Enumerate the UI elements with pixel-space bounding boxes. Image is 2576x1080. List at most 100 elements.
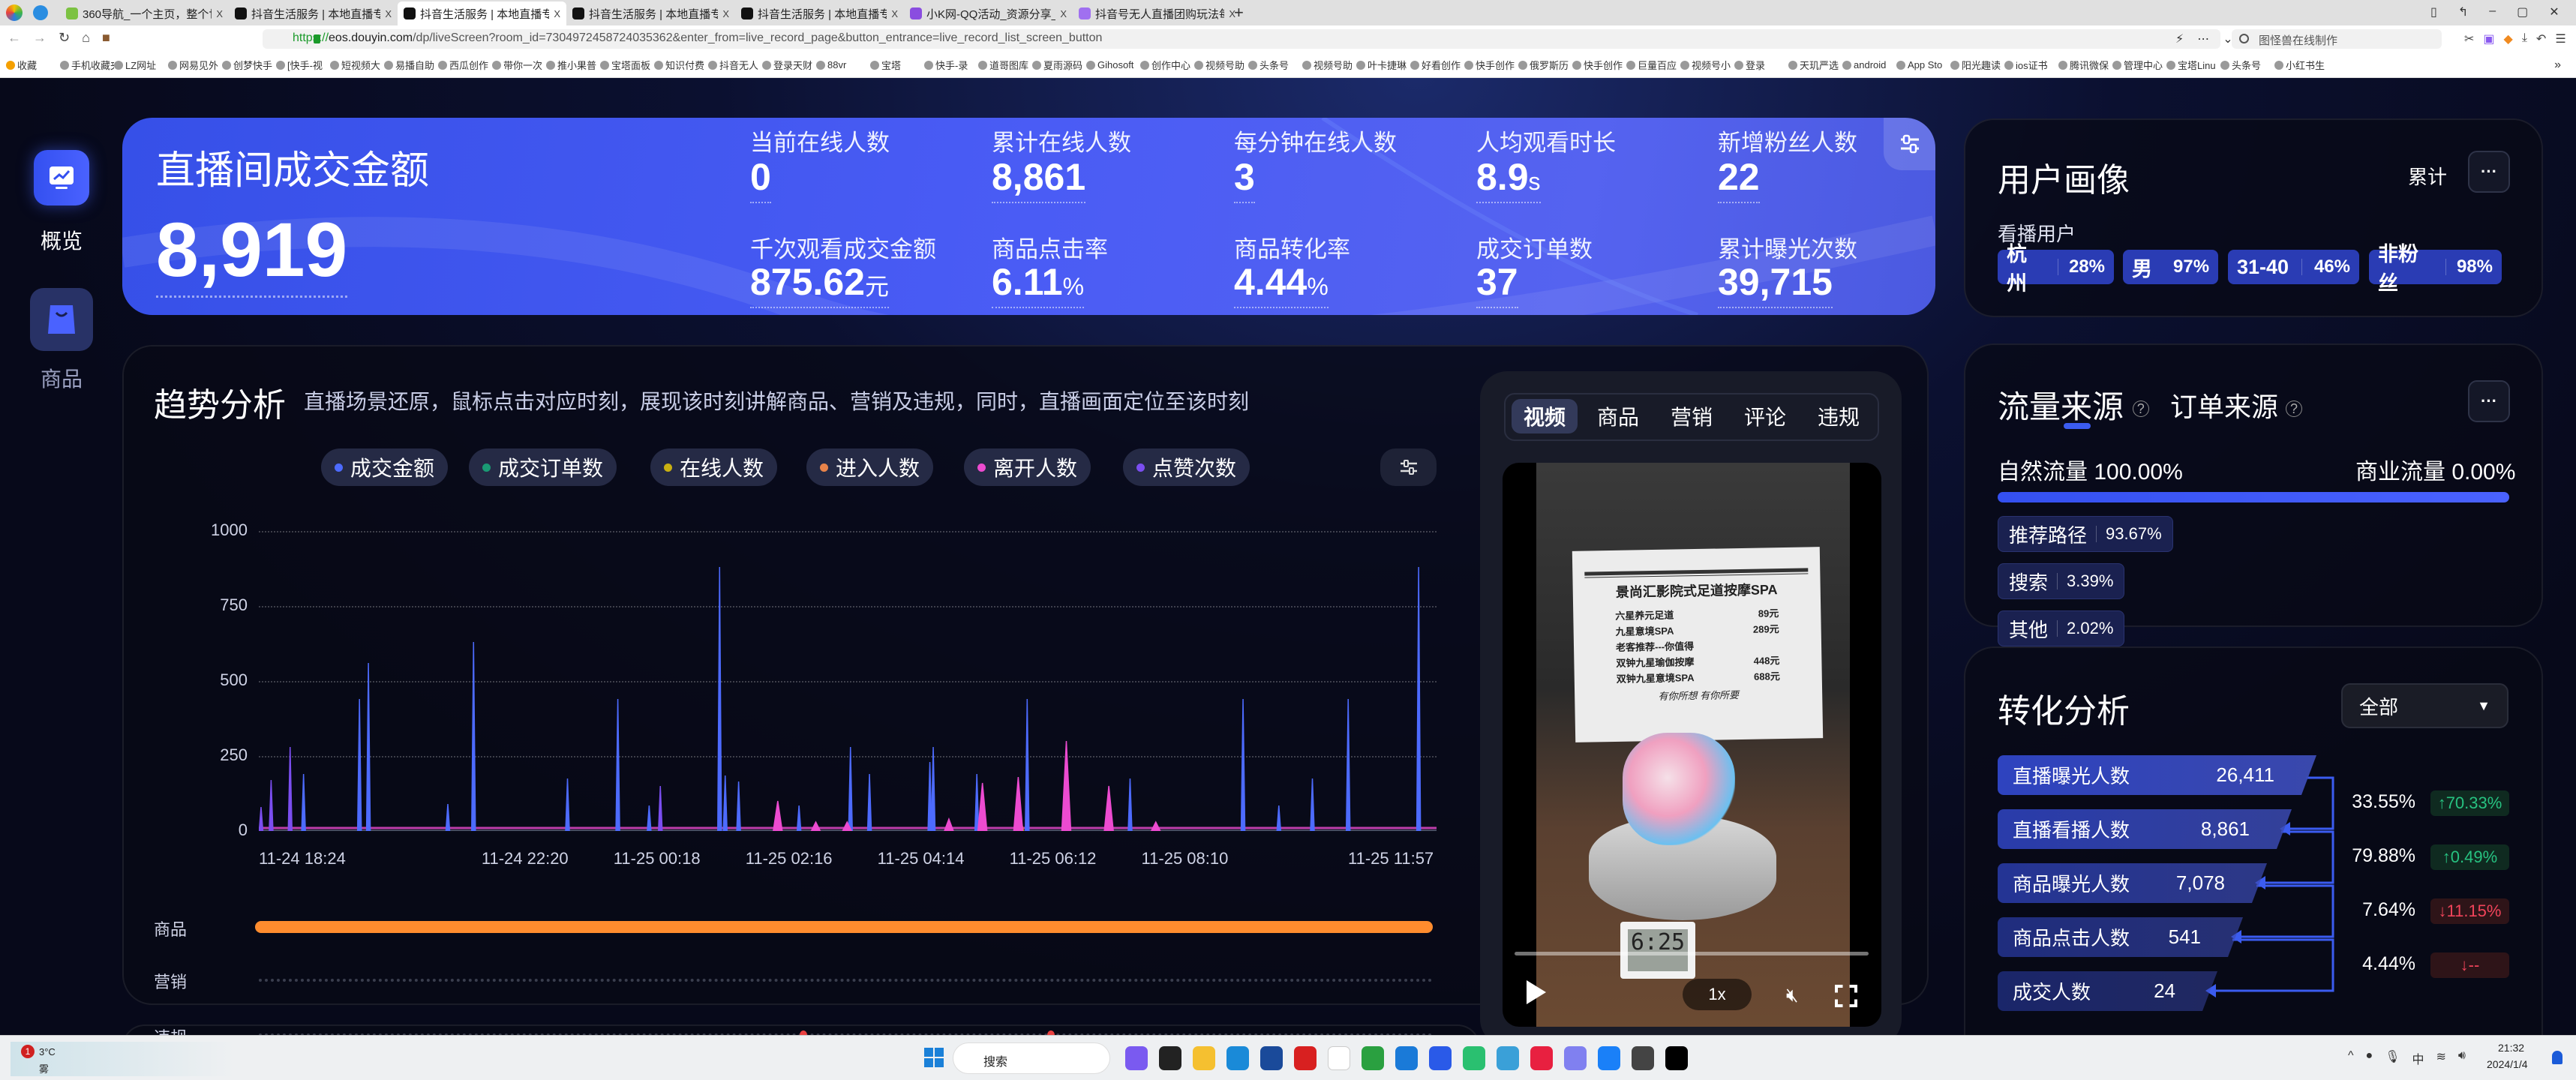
bookmark-item[interactable]: 视频号助: [1194, 58, 1248, 72]
close-window-icon[interactable]: ✕: [2549, 6, 2559, 19]
hero-settings-button[interactable]: [1884, 118, 1935, 170]
game-icon[interactable]: ◆: [2503, 33, 2513, 46]
taskbar-app-icon[interactable]: [1226, 1046, 1249, 1070]
taskbar-app-icon[interactable]: [1598, 1046, 1620, 1070]
wifi-icon[interactable]: ≋: [2436, 1051, 2446, 1064]
series-spike[interactable]: [1061, 740, 1072, 831]
bookmark-item[interactable]: 宝塔Linu: [2166, 58, 2220, 72]
taskbar-app-icon[interactable]: [1125, 1046, 1148, 1070]
browser-tab[interactable]: 小K网-QQ活动_资源分享_源 X: [904, 2, 1073, 26]
undo-icon[interactable]: ↶: [2535, 33, 2547, 46]
sidebar-item-overview[interactable]: [34, 150, 89, 206]
series-spike[interactable]: [974, 773, 980, 831]
lightning-icon[interactable]: ⚡: [2175, 33, 2184, 46]
taskbar-app-icon[interactable]: [1362, 1046, 1384, 1070]
bookmark-item[interactable]: 收藏: [6, 58, 60, 72]
metric-value[interactable]: 39,715: [1718, 260, 1833, 308]
series-spike[interactable]: [269, 779, 274, 831]
conversion-filter-select[interactable]: 全部 ▼: [2341, 683, 2508, 728]
home-icon[interactable]: ⌂: [82, 30, 90, 45]
series-spike[interactable]: [722, 775, 728, 831]
sidebar-item-products[interactable]: [30, 288, 93, 351]
series-spike[interactable]: [301, 773, 306, 831]
taskbar-app-icon[interactable]: [1328, 1046, 1350, 1070]
bookmark-item[interactable]: 宝塔面板: [600, 58, 654, 72]
video-tab[interactable]: 违规: [1817, 406, 1860, 429]
funnel-step[interactable]: 直播曝光人数 26,411: [1998, 755, 2316, 795]
chevron-down-icon[interactable]: ⌄: [2223, 33, 2233, 46]
series-spike[interactable]: [1240, 698, 1246, 831]
video-tab[interactable]: 视频: [1512, 399, 1578, 434]
series-spike[interactable]: [796, 805, 802, 831]
sidebar-toggle-icon[interactable]: ▯: [2430, 6, 2437, 19]
series-spike[interactable]: [565, 778, 570, 831]
series-spike[interactable]: [1276, 805, 1282, 831]
legend-item[interactable]: 离开人数: [964, 448, 1091, 486]
bookmark-item[interactable]: 夏雨源码: [1032, 58, 1086, 72]
series-spike[interactable]: [365, 662, 371, 831]
series-spike[interactable]: [647, 805, 652, 831]
bookmark-item[interactable]: 网易见外: [168, 58, 222, 72]
bookmark-item[interactable]: 推小果普: [546, 58, 600, 72]
bookmark-item[interactable]: 短视频大: [330, 58, 384, 72]
bookmark-item[interactable]: 视频号助: [1302, 58, 1356, 72]
violation-marker[interactable]: [1046, 1030, 1055, 1035]
url-input[interactable]: https://eos.douyin.com/dp/liveScreen?roo…: [263, 29, 2220, 49]
bookmark-item[interactable]: [快手-视: [276, 58, 330, 72]
legend-item[interactable]: 在线人数: [650, 448, 778, 486]
series-spike[interactable]: [810, 820, 821, 831]
bookmark-item[interactable]: ios证书: [2004, 58, 2058, 72]
bookmark-item[interactable]: App Sto: [1896, 59, 1950, 70]
bookmark-item[interactable]: android: [1842, 59, 1896, 70]
input-method-icon[interactable]: 中: [2412, 1054, 2424, 1066]
series-spike[interactable]: [848, 746, 853, 831]
chevron-up-icon[interactable]: ^: [2348, 1049, 2354, 1062]
violations-track[interactable]: [259, 1030, 1433, 1035]
bookmark-item[interactable]: 登录: [1734, 58, 1788, 72]
video-tab[interactable]: 商品: [1596, 406, 1639, 429]
bookmark-item[interactable]: 西瓜创作: [438, 58, 492, 72]
violation-marker[interactable]: [800, 1030, 808, 1035]
mute-icon[interactable]: 🔇︎: [1786, 983, 1799, 1006]
extension-icon[interactable]: ■: [101, 30, 110, 45]
video-tab[interactable]: 评论: [1743, 406, 1786, 429]
taskbar-app-icon[interactable]: [1193, 1046, 1215, 1070]
bookmark-item[interactable]: 手机收藏夹: [60, 58, 114, 72]
browser-tab[interactable]: 抖音生活服务 | 本地直播专业X: [398, 2, 566, 26]
profile-tag[interactable]: 杭州 28%: [1998, 243, 2114, 295]
metric-value[interactable]: 6.11%: [992, 260, 1085, 308]
taskbar-search[interactable]: 搜索: [953, 1042, 1110, 1074]
bookmark-item[interactable]: 阳光趣读: [1950, 58, 2004, 72]
play-icon[interactable]: [1527, 980, 1546, 1004]
series-spike[interactable]: [1025, 698, 1030, 831]
metric-value[interactable]: 3: [1234, 155, 1255, 203]
series-spike[interactable]: [356, 698, 362, 831]
legend-item[interactable]: 成交金额: [321, 448, 449, 486]
series-spike[interactable]: [471, 641, 476, 831]
taskbar-app-icon[interactable]: [1429, 1046, 1452, 1070]
bookmark-item[interactable]: 知识付费: [654, 58, 708, 72]
cumulative-toggle[interactable]: 累计: [2408, 166, 2448, 188]
series-spike[interactable]: [259, 806, 264, 831]
browser-tab[interactable]: 360导航_一个主页，整个世界 X: [60, 2, 229, 26]
browser-tab[interactable]: 抖音生活服务 | 本地直播专业X: [566, 2, 735, 26]
funnel-step[interactable]: 商品点击人数 541: [1998, 917, 2243, 957]
series-spike[interactable]: [1150, 820, 1161, 831]
bookmark-item[interactable]: 俄罗斯历: [1518, 58, 1572, 72]
traffic-more-button[interactable]: ···: [2468, 380, 2510, 422]
tab-close-button[interactable]: X: [554, 8, 560, 20]
series-spike[interactable]: [717, 566, 722, 831]
tab-close-button[interactable]: X: [722, 8, 729, 20]
playback-speed-button[interactable]: 1x: [1683, 979, 1752, 1010]
series-spike[interactable]: [1310, 778, 1315, 831]
notification-bell-icon[interactable]: [2552, 1051, 2562, 1064]
series-spike[interactable]: [1013, 776, 1024, 831]
series-spike[interactable]: [977, 782, 988, 831]
legend-item[interactable]: 点赞次数: [1123, 448, 1250, 486]
start-button[interactable]: [924, 1048, 944, 1067]
taskbar-app-icon[interactable]: [1564, 1046, 1587, 1070]
series-spike[interactable]: [615, 698, 620, 831]
metric-value[interactable]: 8,861: [992, 155, 1086, 203]
series-spike[interactable]: [1127, 778, 1133, 831]
bookmark-item[interactable]: LZ网址: [114, 58, 168, 72]
